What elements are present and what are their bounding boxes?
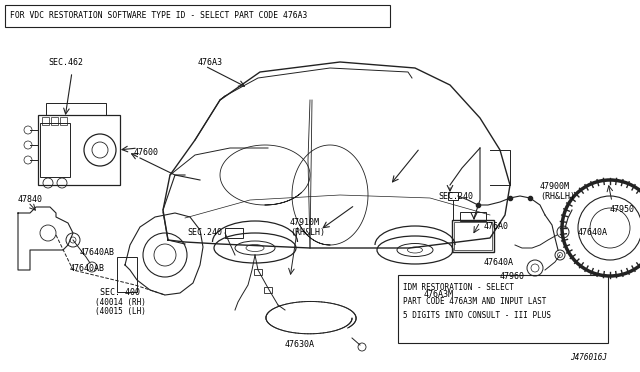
Bar (117, 257, 137, 292)
Text: SEC.240: SEC.240 (438, 192, 473, 201)
Text: (RH&LH): (RH&LH) (290, 228, 325, 237)
Bar (254, 269, 262, 275)
Text: J476016J: J476016J (570, 353, 607, 362)
Text: 47630A: 47630A (285, 340, 315, 349)
Text: 47950: 47950 (610, 205, 635, 214)
Bar (51, 117, 58, 125)
Text: 47640A: 47640A (578, 228, 608, 237)
Text: (40015 (LH): (40015 (LH) (95, 307, 146, 316)
Bar (264, 287, 272, 293)
Text: 476A3M: 476A3M (424, 290, 454, 299)
Bar (60, 117, 67, 125)
Bar (5, 5, 390, 27)
Text: IDM RESTORATION - SELECT
PART CODE 476A3M AND INPUT LAST
5 DIGITS INTO CONSULT -: IDM RESTORATION - SELECT PART CODE 476A3… (403, 283, 551, 320)
Text: 47600: 47600 (134, 148, 159, 157)
Text: FOR VDC RESTORATION SOFTWARE TYPE ID - SELECT PART CODE 476A3: FOR VDC RESTORATION SOFTWARE TYPE ID - S… (10, 12, 307, 20)
Text: 47640AB: 47640AB (80, 248, 115, 257)
Text: SEC.462: SEC.462 (48, 58, 83, 67)
Text: SEC.240: SEC.240 (187, 228, 222, 237)
Bar (460, 212, 486, 221)
Text: (40014 (RH): (40014 (RH) (95, 298, 146, 307)
Bar (46, 103, 106, 115)
Text: 47640A: 47640A (484, 258, 514, 267)
Text: 476A0: 476A0 (484, 222, 509, 231)
Text: 47840: 47840 (18, 195, 43, 204)
Bar (448, 192, 458, 200)
Bar (38, 115, 120, 185)
Text: SEC. 400: SEC. 400 (100, 288, 140, 297)
Text: 47900M: 47900M (540, 182, 570, 191)
Text: 47960: 47960 (500, 272, 525, 281)
Text: (RH&LH): (RH&LH) (540, 192, 575, 201)
Bar (398, 275, 608, 343)
Bar (40, 123, 70, 177)
Text: 476A3: 476A3 (198, 58, 223, 67)
Bar (225, 228, 243, 238)
Bar (454, 222, 492, 250)
Bar (42, 117, 49, 125)
Text: 47910M: 47910M (290, 218, 320, 227)
Text: 47640AB: 47640AB (70, 264, 105, 273)
Bar (452, 220, 494, 252)
